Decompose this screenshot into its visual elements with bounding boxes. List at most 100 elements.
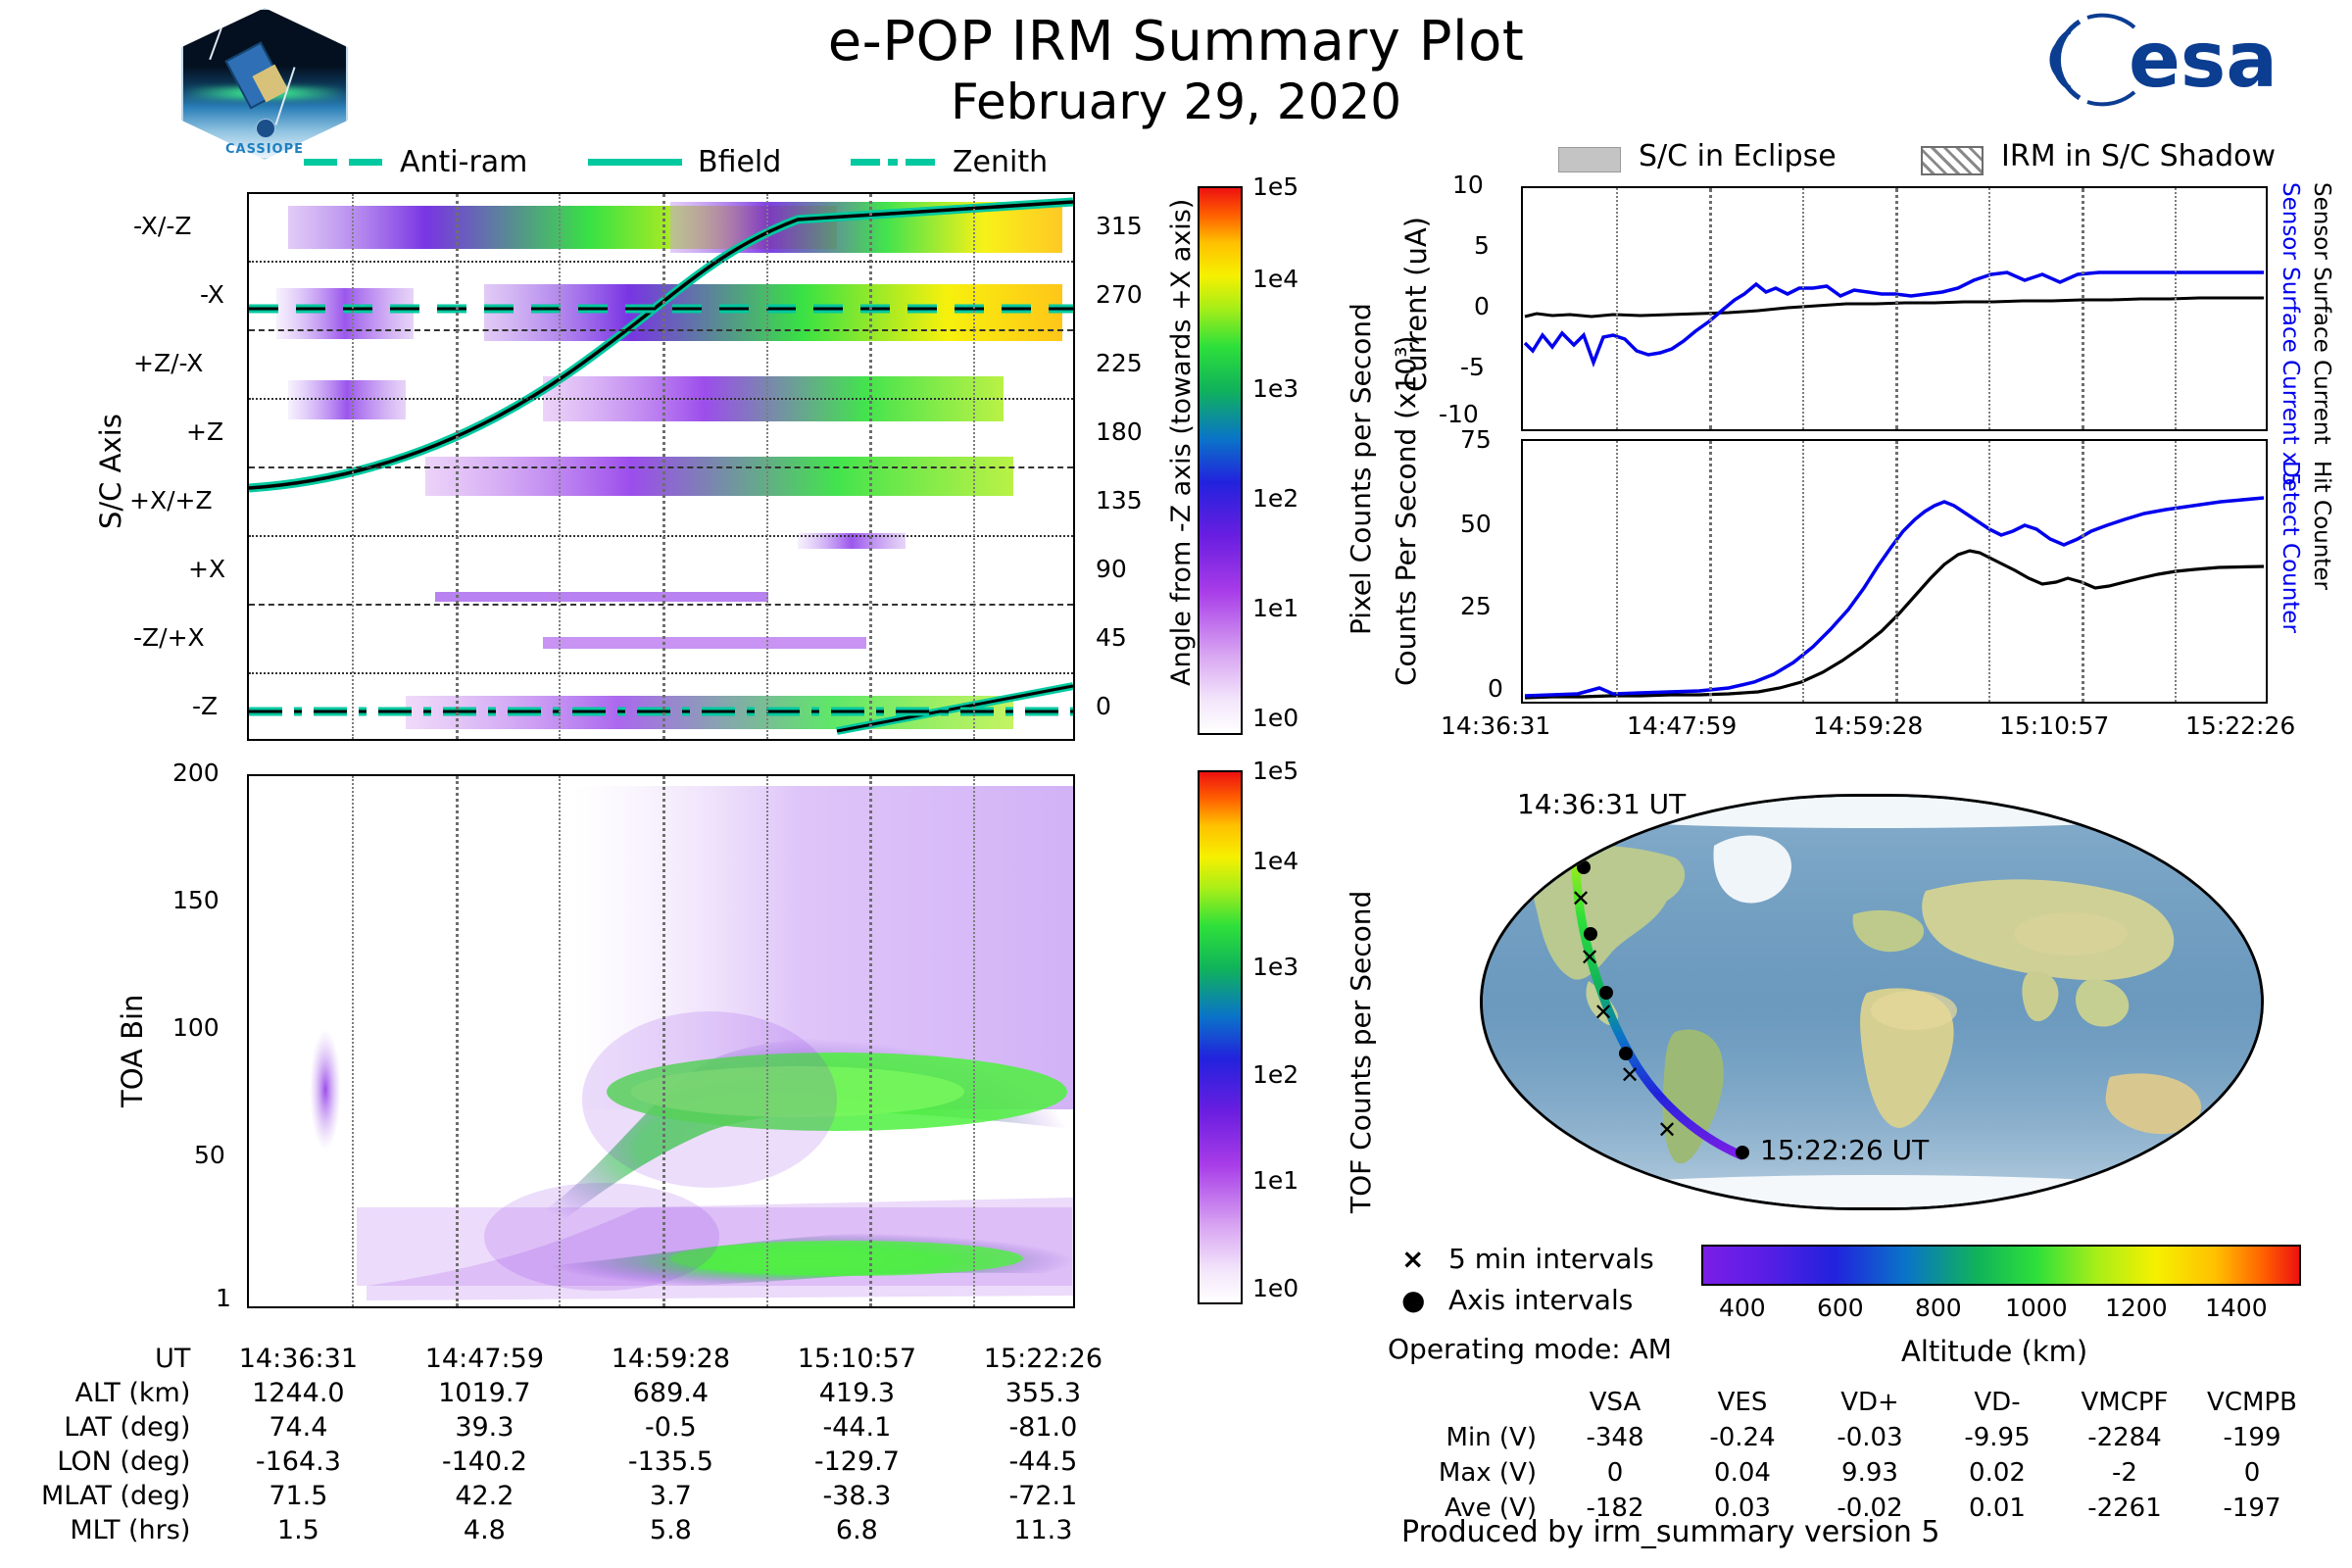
alt-c4: 419.3	[818, 1378, 896, 1408]
tof-colorbar-label: TOF Counts per Second	[1345, 890, 1377, 1213]
row-label-alt: ALT (km)	[74, 1378, 191, 1408]
legend-label-bfield: Bfield	[698, 145, 782, 179]
eclipse-swatch	[1558, 147, 1621, 172]
row-label-min: Min (V)	[1446, 1423, 1537, 1452]
mlat-c4: -38.3	[822, 1481, 892, 1511]
tof-counts-colorbar	[1198, 770, 1243, 1304]
y-tick-mx: -X	[200, 280, 224, 309]
bfield-line	[588, 159, 682, 166]
y-tick-pz: +Z	[186, 417, 224, 446]
toa-panel-ylabel: TOA Bin	[116, 994, 149, 1107]
col-vmcpf: VMCPF	[2081, 1388, 2169, 1417]
svg-text:✕: ✕	[1571, 885, 1591, 912]
altitude-colorbar	[1701, 1245, 2301, 1286]
table-row: Ave (V) -182 0.03 -0.02 0.01 -2261 -197	[1403, 1492, 2315, 1525]
legend-label-shadow: IRM in S/C Shadow	[2001, 139, 2277, 173]
pixel-colorbar-label: Pixel Counts per Second	[1345, 303, 1377, 635]
row-label-lat: LAT (deg)	[64, 1412, 191, 1443]
cur-tick-10: 10	[1452, 171, 1484, 199]
ut-c3: 14:59:28	[611, 1344, 730, 1374]
legend-spectrogram-overlays: Anti-ram Bfield Zenith	[294, 145, 1098, 179]
cb1-tick-1e5: 1e5	[1252, 172, 1299, 201]
cnt-tick-75: 75	[1460, 425, 1492, 454]
alt-tick-1200: 1200	[2105, 1294, 2168, 1322]
lat-c2: 39.3	[455, 1412, 514, 1443]
alt-c1: 1244.0	[252, 1378, 345, 1408]
cb2-tick-1e4: 1e4	[1252, 847, 1299, 875]
col-vsa: VSA	[1589, 1388, 1642, 1417]
ave-vdp: -0.02	[1837, 1494, 1903, 1523]
lat-c5: -81.0	[1008, 1412, 1078, 1443]
y-tick-px: +X	[188, 555, 226, 583]
row-label-mlat: MLAT (deg)	[41, 1481, 191, 1511]
row-label-ut: UT	[155, 1344, 191, 1374]
cb2-tick-1e0: 1e0	[1252, 1274, 1299, 1302]
row-label-mlt: MLT (hrs)	[70, 1515, 191, 1545]
toa-tick-1: 1	[216, 1284, 231, 1312]
anti-ram-dash-2	[349, 159, 382, 166]
legend-label-eclipse: S/C in Eclipse	[1639, 139, 1837, 173]
mlat-c2: 42.2	[455, 1481, 514, 1511]
max-vsa: 0	[1606, 1458, 1624, 1488]
cb2-tick-1e5: 1e5	[1252, 757, 1299, 785]
y-tick-mz: -Z	[192, 692, 219, 720]
map-legend-label-5min: 5 min intervals	[1448, 1243, 1654, 1275]
svg-text:✕: ✕	[1580, 944, 1599, 971]
ts-x-t1: 14:36:31	[1441, 711, 1551, 740]
col-ves: VES	[1717, 1388, 1768, 1417]
min-vdp: -0.03	[1837, 1423, 1903, 1452]
shadow-swatch	[1921, 146, 1984, 175]
cnt-tick-0: 0	[1488, 674, 1503, 703]
alt-tick-600: 600	[1817, 1294, 1864, 1322]
mlt-c2: 4.8	[463, 1515, 506, 1545]
table-row: LON (deg) -164.3 -140.2 -135.5 -129.7 -4…	[41, 1446, 1135, 1478]
footer-produced-by: Produced by irm_summary version 5	[1401, 1515, 1940, 1549]
angle-tick-180: 180	[1096, 417, 1143, 446]
table-row: Min (V) -348 -0.24 -0.03 -9.95 -2284 -19…	[1403, 1421, 2315, 1454]
min-vmcpf: -2284	[2087, 1423, 2162, 1452]
legend-label-zenith: Zenith	[953, 145, 1049, 179]
ut-c5: 15:22:26	[983, 1344, 1102, 1374]
max-ves: 0.04	[1714, 1458, 1771, 1488]
y-tick-mx-mz: -X/-Z	[133, 212, 192, 240]
toa-tick-150: 150	[172, 886, 220, 914]
mlt-c5: 11.3	[1013, 1515, 1073, 1545]
row-label-ave: Ave (V)	[1445, 1494, 1537, 1523]
zenith-dot	[888, 159, 898, 166]
lon-c2: -140.2	[441, 1446, 527, 1477]
min-vdm: -9.95	[1964, 1423, 2031, 1452]
ts-x-t4: 15:10:57	[1999, 711, 2110, 740]
pixel-angle-spectrogram-plot	[247, 192, 1075, 741]
alt-tick-800: 800	[1915, 1294, 1962, 1322]
ave-vcmpb: -197	[2223, 1494, 2281, 1523]
legend-eclipse-shadow: S/C in Eclipse IRM in S/C Shadow	[1558, 139, 2303, 178]
ground-track-map: ✕ ✕ ✕ ✕ ✕ ✕ 14:36:31 UT 15:22:26 UT	[1480, 788, 2264, 1210]
altitude-colorbar-label: Altitude (km)	[1901, 1335, 2088, 1368]
ut-c1: 14:36:31	[238, 1344, 358, 1374]
mlat-c3: 3.7	[649, 1481, 692, 1511]
current-timeseries-plot	[1521, 186, 2268, 431]
angle-tick-0: 0	[1096, 692, 1111, 720]
toa-tick-100: 100	[172, 1013, 220, 1042]
cur-tick-0: 0	[1474, 292, 1490, 320]
current-right-label-blue: Sensor Surface Current x 5	[2278, 182, 2303, 487]
y-tick-px-pz: +X/+Z	[129, 486, 213, 514]
map-end-time-label: 15:22:26 UT	[1760, 1134, 1930, 1166]
alt-c2: 1019.7	[438, 1378, 531, 1408]
svg-text:✕: ✕	[1657, 1116, 1677, 1144]
lon-c3: -135.5	[627, 1446, 713, 1477]
angle-tick-45: 45	[1096, 623, 1127, 652]
page-title: e-POP IRM Summary Plot	[827, 10, 1525, 74]
current-right-label-black: Sensor Surface Current	[2309, 182, 2334, 445]
lat-c1: 74.4	[269, 1412, 328, 1443]
table-row: MLT (hrs) 1.5 4.8 5.8 6.8 11.3	[41, 1514, 1135, 1546]
cb1-tick-1e2: 1e2	[1252, 484, 1299, 513]
y-tick-pz-mx: +Z/-X	[133, 349, 204, 377]
col-vcmpb: VCMPB	[2207, 1388, 2297, 1417]
ephemeris-table: UT 14:36:31 14:47:59 14:59:28 15:10:57 1…	[39, 1341, 1137, 1548]
min-vsa: -348	[1586, 1423, 1644, 1452]
col-vdp: VD+	[1840, 1388, 1899, 1417]
axis-interval-marker-icon: ●	[1401, 1284, 1426, 1316]
table-header-row: VSA VES VD+ VD- VMCPF VCMPB	[1403, 1386, 2315, 1419]
cur-tick-5: 5	[1474, 231, 1490, 260]
